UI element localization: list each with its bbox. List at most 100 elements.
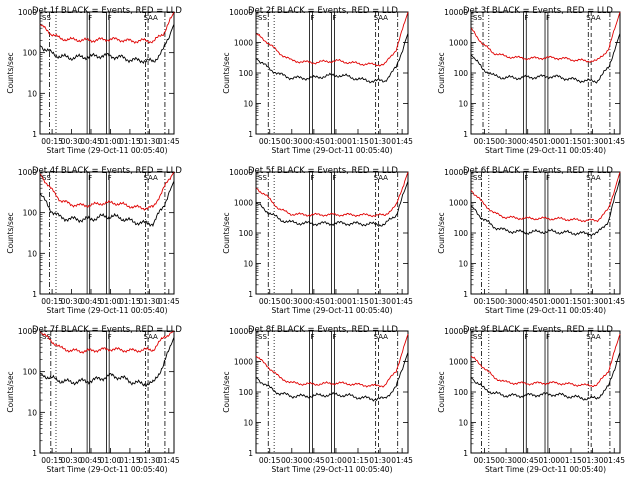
y-tick-label: 1000 (18, 8, 37, 17)
x-tick-label: 01:45 (158, 297, 180, 306)
flag-label-right: SAA (143, 333, 158, 341)
flag-label-left: SS (42, 333, 51, 341)
y-tick-label: 1000 (449, 39, 468, 48)
x-tick-label: 01:45 (391, 297, 413, 306)
flag-label-left: SS (42, 174, 51, 182)
x-axis-label: Start Time (29-Oct-11 00:05:40) (271, 465, 392, 474)
y-axis-label: Counts/sec (437, 371, 446, 412)
flag-label-mid: F (546, 333, 550, 341)
x-tick-label: 01:30 (582, 297, 604, 306)
flag-label-right: SAA (586, 14, 601, 22)
flag-label-mid: F (108, 14, 112, 22)
series-lld-line (255, 11, 409, 67)
x-tick-label: 01:30 (582, 137, 604, 146)
flag-label-right: SAA (586, 174, 601, 182)
flag-label-right: SAA (374, 174, 389, 182)
x-tick-label: 00:45 (303, 137, 325, 146)
x-tick-label: 00:15 (474, 137, 496, 146)
x-axis-label: Start Time (29-Oct-11 00:05:40) (485, 146, 606, 155)
flag-label-right: SAA (143, 174, 158, 182)
x-tick-label: 00:30 (61, 297, 83, 306)
x-tick-label: 00:45 (517, 297, 539, 306)
flag-label-left: SS (473, 333, 482, 341)
x-tick-label: 01:00 (325, 137, 347, 146)
y-axis-label: Counts/sec (6, 371, 15, 412)
x-tick-label: 01:30 (139, 137, 161, 146)
y-tick-label: 1000 (449, 199, 468, 208)
y-axis-label: Counts/sec (437, 212, 446, 253)
y-tick-label: 10000 (229, 8, 253, 17)
y-tick-label: 10 (458, 100, 468, 109)
x-tick-label: 01:45 (603, 297, 625, 306)
x-tick-label: 00:15 (474, 456, 496, 465)
y-tick-label: 1 (248, 449, 253, 458)
y-tick-label: 1000 (449, 358, 468, 367)
x-tick-label: 01:00 (100, 456, 122, 465)
y-tick-label: 1 (463, 290, 468, 299)
series-events-line (39, 180, 175, 227)
flag-label-mid: F (333, 333, 337, 341)
series-lld-line (470, 333, 621, 387)
flag-label-mid: F (108, 333, 112, 341)
x-tick-label: 00:15 (41, 137, 63, 146)
y-axis-label: Counts/sec (6, 52, 15, 93)
x-tick-label: 01:30 (369, 456, 391, 465)
series-lld-line (255, 333, 409, 388)
flag-label-mid: F (333, 174, 337, 182)
x-tick-label: 01:00 (325, 456, 347, 465)
flag-label-left: SS (473, 174, 482, 182)
panel-title: Det 2f BLACK = Events, RED = LLD (248, 6, 398, 16)
series-lld-line (470, 171, 621, 223)
flag-label-mid: F (310, 333, 314, 341)
x-axis-label: Start Time (29-Oct-11 00:05:40) (485, 306, 606, 315)
x-tick-label: 01:45 (603, 456, 625, 465)
flag-label-mid: F (88, 333, 92, 341)
panel-title: Det 3f BLACK = Events, RED = LLD (463, 6, 613, 16)
x-tick-label: 01:30 (369, 137, 391, 146)
x-tick-label: 01:00 (539, 137, 561, 146)
x-tick-label: 00:30 (61, 137, 83, 146)
x-tick-label: 01:00 (539, 297, 561, 306)
panel-title: Det 8f BLACK = Events, RED = LLD (248, 325, 398, 335)
panel-title: Det 9f BLACK = Events, RED = LLD (463, 325, 613, 335)
flag-label-mid: F (108, 174, 112, 182)
plot-frame (255, 330, 409, 454)
flag-label-mid: F (88, 174, 92, 182)
x-tick-label: 01:15 (119, 297, 141, 306)
x-tick-label: 00:45 (80, 297, 102, 306)
flag-label-mid: F (524, 333, 528, 341)
y-tick-label: 100 (239, 69, 254, 78)
panel-title: Det 5f BLACK = Events, RED = LLD (248, 166, 398, 176)
x-tick-label: 01:45 (158, 137, 180, 146)
series-events-line (255, 181, 409, 227)
x-tick-label: 00:45 (80, 456, 102, 465)
y-tick-label: 100 (454, 69, 469, 78)
y-axis-label: Counts/sec (222, 371, 231, 412)
y-tick-label: 1000 (234, 199, 253, 208)
y-tick-label: 100 (454, 388, 469, 397)
x-tick-label: 01:15 (119, 456, 141, 465)
y-tick-label: 1000 (18, 327, 37, 336)
x-tick-label: 01:15 (560, 297, 582, 306)
flag-label-left: SS (42, 14, 51, 22)
x-axis-label: Start Time (29-Oct-11 00:05:40) (46, 146, 167, 155)
x-tick-label: 00:30 (61, 456, 83, 465)
y-tick-label: 1 (463, 130, 468, 139)
x-tick-label: 00:15 (259, 297, 281, 306)
x-tick-label: 01:30 (369, 297, 391, 306)
x-tick-label: 01:15 (347, 297, 369, 306)
series-events-line (255, 33, 409, 84)
flag-label-right: SAA (374, 14, 389, 22)
series-events-line (470, 352, 621, 401)
x-tick-label: 00:45 (517, 137, 539, 146)
x-axis-label: Start Time (29-Oct-11 00:05:40) (271, 306, 392, 315)
flag-label-mid: F (524, 174, 528, 182)
x-axis-label: Start Time (29-Oct-11 00:05:40) (271, 146, 392, 155)
y-tick-label: 1 (248, 130, 253, 139)
plot-frame (255, 171, 409, 295)
